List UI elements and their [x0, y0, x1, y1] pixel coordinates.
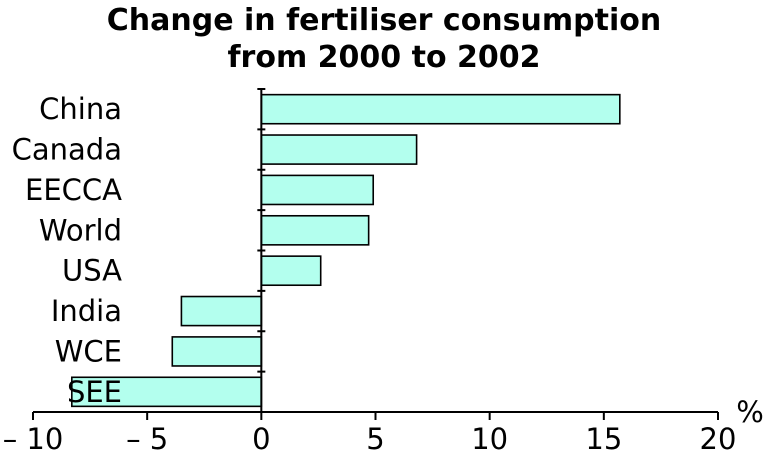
chart-title: Change in fertiliser consumption from 20…	[0, 2, 768, 76]
category-label-india: India	[51, 294, 122, 328]
category-label-canada: Canada	[12, 133, 122, 167]
category-label-world: World	[39, 213, 122, 247]
bar-world	[260, 214, 370, 246]
category-label-eecca: EECCA	[25, 173, 122, 207]
category-label-see: SEE	[67, 375, 122, 409]
x-tick-label: 10	[471, 422, 508, 456]
category-labels: China Canada EECCA World USA India WCE SEE	[12, 92, 123, 409]
x-tick-label: 5	[366, 422, 384, 456]
bar-eecca	[260, 174, 375, 206]
bar-china	[260, 93, 621, 125]
x-tick-label: 15	[585, 422, 622, 456]
bar-usa	[260, 255, 322, 287]
x-tick-label: 20	[700, 422, 737, 456]
category-label-usa: USA	[62, 254, 122, 288]
bar-see	[71, 376, 263, 408]
category-label-china: China	[39, 92, 122, 126]
x-unit-label: %	[736, 395, 764, 429]
chart-title-line-1: Change in fertiliser consumption	[106, 3, 662, 38]
chart-title-line-2: from 2000 to 2002	[227, 40, 541, 75]
tick-labels: – 10 – 5 0 5 10 15 20	[3, 422, 737, 456]
x-tick-label: 0	[252, 422, 270, 456]
x-tick-label: – 10	[3, 422, 64, 456]
axes-group	[32, 88, 719, 420]
bar-canada	[260, 134, 418, 165]
category-label-wce: WCE	[55, 334, 122, 368]
bars-group	[71, 93, 621, 408]
x-tick-label: – 5	[126, 422, 168, 456]
bar-wce	[171, 336, 263, 367]
bar-india	[180, 295, 263, 327]
